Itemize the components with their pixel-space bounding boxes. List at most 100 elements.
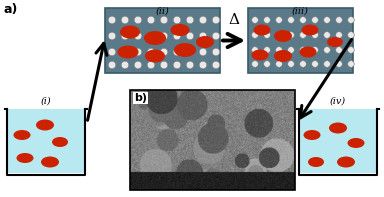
Circle shape <box>276 47 282 53</box>
Circle shape <box>212 32 220 40</box>
Circle shape <box>312 61 318 67</box>
Circle shape <box>147 32 155 40</box>
Circle shape <box>348 61 354 67</box>
Circle shape <box>186 48 194 56</box>
Text: (iii): (iii) <box>292 7 309 16</box>
Circle shape <box>276 61 282 67</box>
Circle shape <box>173 16 181 24</box>
Circle shape <box>324 17 330 23</box>
Ellipse shape <box>52 137 68 147</box>
Circle shape <box>252 47 258 53</box>
Bar <box>105 8 220 73</box>
Ellipse shape <box>170 24 189 36</box>
Circle shape <box>348 32 354 38</box>
Circle shape <box>312 47 318 53</box>
Circle shape <box>336 32 342 38</box>
Bar <box>130 90 295 190</box>
Text: (iv): (iv) <box>330 97 346 106</box>
Circle shape <box>336 47 342 53</box>
Circle shape <box>324 32 330 38</box>
Ellipse shape <box>301 24 318 35</box>
Circle shape <box>212 61 220 69</box>
Ellipse shape <box>274 30 292 42</box>
Ellipse shape <box>36 120 54 130</box>
Circle shape <box>186 16 194 24</box>
Ellipse shape <box>308 157 324 167</box>
Ellipse shape <box>329 123 347 134</box>
Circle shape <box>186 32 194 40</box>
Circle shape <box>108 32 116 40</box>
Bar <box>7 109 85 173</box>
Circle shape <box>199 16 207 24</box>
Circle shape <box>173 61 181 69</box>
Ellipse shape <box>120 25 140 38</box>
Circle shape <box>121 32 129 40</box>
Circle shape <box>108 61 116 69</box>
Text: (ii): (ii) <box>156 7 169 16</box>
Circle shape <box>212 16 220 24</box>
Circle shape <box>252 61 258 67</box>
Circle shape <box>252 17 258 23</box>
Circle shape <box>121 61 129 69</box>
Ellipse shape <box>196 36 214 48</box>
Circle shape <box>252 32 258 38</box>
Circle shape <box>147 16 155 24</box>
Circle shape <box>134 32 142 40</box>
Bar <box>299 109 377 173</box>
Circle shape <box>121 48 129 56</box>
Ellipse shape <box>252 49 268 60</box>
Bar <box>248 8 353 73</box>
Circle shape <box>212 48 220 56</box>
Circle shape <box>173 32 181 40</box>
Circle shape <box>199 61 207 69</box>
Circle shape <box>336 17 342 23</box>
Circle shape <box>288 32 294 38</box>
Text: a): a) <box>3 3 17 16</box>
Circle shape <box>264 17 270 23</box>
Ellipse shape <box>274 50 292 62</box>
Ellipse shape <box>337 156 355 167</box>
Circle shape <box>160 48 168 56</box>
Circle shape <box>134 61 142 69</box>
Circle shape <box>173 48 181 56</box>
Circle shape <box>186 61 194 69</box>
Ellipse shape <box>253 24 270 35</box>
Ellipse shape <box>144 31 166 45</box>
Text: b): b) <box>134 93 147 103</box>
Circle shape <box>276 32 282 38</box>
Ellipse shape <box>300 46 316 58</box>
Circle shape <box>288 17 294 23</box>
Circle shape <box>312 17 318 23</box>
Circle shape <box>108 16 116 24</box>
Circle shape <box>348 17 354 23</box>
Circle shape <box>199 32 207 40</box>
Circle shape <box>288 47 294 53</box>
Ellipse shape <box>118 46 139 59</box>
Circle shape <box>300 47 306 53</box>
Circle shape <box>121 16 129 24</box>
Ellipse shape <box>327 37 343 47</box>
Circle shape <box>288 61 294 67</box>
Circle shape <box>336 61 342 67</box>
Circle shape <box>134 48 142 56</box>
Ellipse shape <box>145 49 165 62</box>
Circle shape <box>147 61 155 69</box>
Circle shape <box>300 32 306 38</box>
Ellipse shape <box>348 138 364 148</box>
Circle shape <box>108 48 116 56</box>
Ellipse shape <box>174 43 196 57</box>
Circle shape <box>324 47 330 53</box>
Ellipse shape <box>303 130 321 140</box>
Circle shape <box>160 61 168 69</box>
Circle shape <box>348 47 354 53</box>
Circle shape <box>324 61 330 67</box>
Ellipse shape <box>13 130 30 140</box>
Circle shape <box>300 17 306 23</box>
Circle shape <box>199 48 207 56</box>
Circle shape <box>160 32 168 40</box>
Circle shape <box>147 48 155 56</box>
Circle shape <box>264 61 270 67</box>
Circle shape <box>264 47 270 53</box>
Circle shape <box>300 61 306 67</box>
Circle shape <box>312 32 318 38</box>
